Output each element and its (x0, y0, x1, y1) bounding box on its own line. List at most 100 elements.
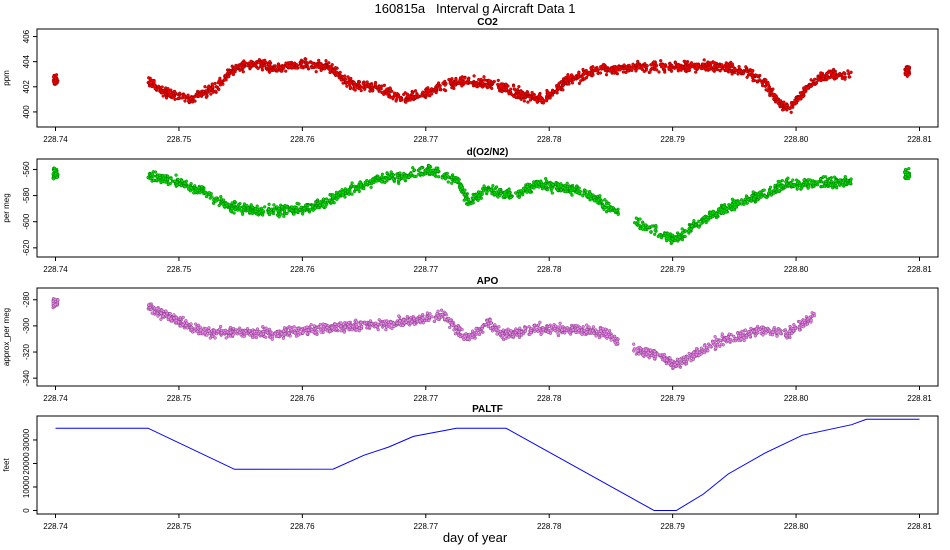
data-point (400, 174, 404, 178)
data-point (796, 96, 801, 100)
data-point (260, 68, 265, 72)
data-point (667, 65, 671, 70)
data-point (540, 331, 544, 335)
data-point (355, 320, 359, 324)
data-point (173, 97, 177, 101)
data-point (344, 80, 348, 85)
data-point (686, 68, 690, 73)
data-point (236, 203, 241, 207)
data-point (403, 177, 407, 182)
data-point (632, 66, 636, 70)
data-point (697, 219, 701, 223)
data-point (517, 332, 522, 337)
data-point (551, 183, 555, 187)
data-point (798, 184, 802, 188)
data-point (369, 83, 374, 87)
data-point (641, 221, 645, 226)
data-point (343, 188, 347, 193)
data-point (408, 98, 412, 102)
data-point (538, 95, 543, 100)
y-tick-label: -320 (22, 343, 31, 360)
data-point (466, 77, 471, 81)
data-point (467, 198, 471, 202)
data-point (694, 62, 699, 66)
data-point (825, 75, 829, 79)
data-point (192, 191, 196, 195)
data-point (655, 68, 659, 72)
data-point (729, 207, 734, 211)
data-point (242, 334, 246, 339)
data-point (731, 339, 736, 343)
data-point (528, 98, 533, 102)
data-point (482, 184, 486, 188)
data-point (665, 239, 669, 243)
data-point (340, 188, 344, 192)
data-point (732, 68, 736, 72)
data-point (752, 197, 756, 201)
data-point (759, 195, 763, 199)
data-point (813, 77, 817, 81)
data-point (711, 211, 715, 215)
data-point (760, 83, 765, 88)
data-point (559, 182, 563, 186)
data-point (504, 82, 508, 86)
data-point (609, 338, 613, 342)
data-point (789, 100, 794, 105)
data-point (688, 65, 692, 70)
data-point (457, 81, 461, 86)
data-point (753, 334, 757, 338)
data-point (284, 69, 288, 73)
data-point (614, 68, 618, 73)
data-point (396, 95, 400, 99)
x-tick-label: 228.76 (290, 135, 315, 144)
data-point (242, 61, 247, 65)
data-point (339, 78, 343, 82)
data-point (347, 192, 351, 196)
data-point (394, 99, 398, 103)
data-point (241, 208, 245, 212)
data-point (310, 204, 315, 208)
data-point (834, 179, 838, 183)
data-point (240, 212, 245, 216)
data-point (424, 95, 428, 100)
data-point (263, 64, 267, 68)
data-point (616, 212, 620, 216)
data-point (434, 90, 438, 95)
data-point (495, 332, 499, 336)
plot-frame (36, 158, 939, 258)
data-point (174, 173, 178, 177)
data-point (255, 204, 259, 208)
data-point (366, 83, 370, 87)
data-point (272, 203, 276, 207)
data-point (295, 206, 299, 210)
data-point (828, 183, 833, 187)
data-point (450, 181, 454, 185)
data-point (546, 92, 550, 97)
data-point (156, 84, 161, 88)
data-point (809, 181, 813, 185)
data-point (739, 69, 743, 74)
data-point (261, 213, 265, 217)
data-point (248, 210, 252, 214)
data-point (319, 68, 323, 73)
data-point (273, 66, 277, 70)
y-axis-title: per meg (2, 193, 11, 222)
data-point (298, 207, 302, 212)
data-point (672, 66, 677, 70)
data-point (390, 89, 394, 93)
data-point (281, 336, 286, 340)
data-point (231, 70, 235, 74)
data-point (180, 96, 184, 100)
data-point (283, 203, 287, 208)
data-point (673, 61, 678, 65)
data-point (353, 88, 357, 92)
data-point (697, 350, 702, 355)
data-point (491, 184, 495, 188)
data-point (176, 177, 180, 181)
data-point (359, 88, 363, 93)
data-point (321, 204, 325, 209)
data-point (477, 196, 481, 201)
data-point (581, 72, 585, 76)
data-point (232, 199, 237, 204)
data-point (699, 222, 703, 226)
